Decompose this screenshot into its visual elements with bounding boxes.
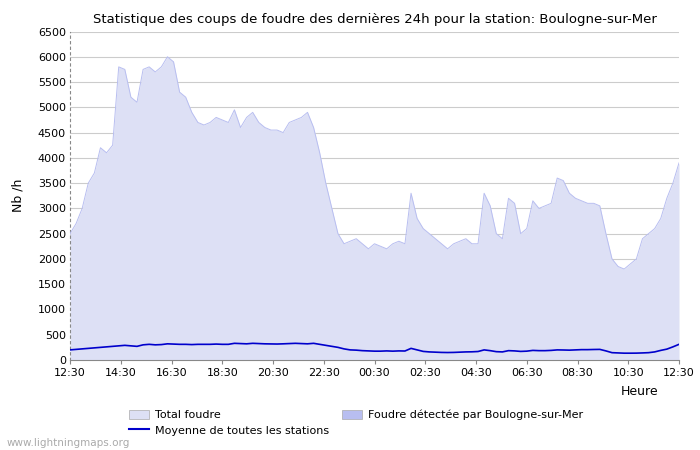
Title: Statistique des coups de foudre des dernières 24h pour la station: Boulogne-sur-: Statistique des coups de foudre des dern… [92, 13, 657, 26]
Legend: Total foudre, Moyenne de toutes les stations, Foudre détectée par Boulogne-sur-M: Total foudre, Moyenne de toutes les stat… [125, 405, 587, 440]
Y-axis label: Nb /h: Nb /h [11, 179, 25, 212]
Text: Heure: Heure [620, 385, 658, 398]
Text: www.lightningmaps.org: www.lightningmaps.org [7, 438, 130, 448]
